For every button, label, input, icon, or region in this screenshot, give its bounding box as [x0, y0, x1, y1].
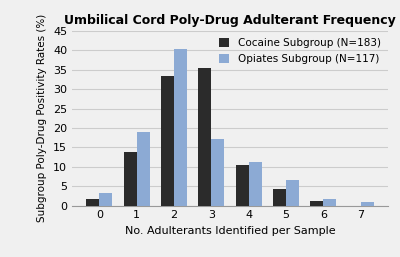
Bar — [86, 199, 100, 206]
Bar — [323, 199, 336, 206]
Bar — [236, 165, 249, 206]
X-axis label: No. Adulterants Identified per Sample: No. Adulterants Identified per Sample — [125, 226, 335, 236]
Bar — [310, 201, 323, 206]
Bar — [249, 162, 262, 206]
Bar — [273, 189, 286, 206]
Bar — [124, 152, 137, 206]
Bar — [174, 50, 187, 206]
Bar — [286, 180, 299, 206]
Bar — [360, 202, 374, 206]
Bar — [211, 139, 224, 206]
Bar — [137, 132, 150, 206]
Bar — [198, 68, 211, 206]
Title: Umbilical Cord Poly-Drug Adulterant Frequency: Umbilical Cord Poly-Drug Adulterant Freq… — [64, 14, 396, 27]
Legend: Cocaine Subgroup (N=183), Opiates Subgroup (N=117): Cocaine Subgroup (N=183), Opiates Subgro… — [215, 34, 385, 68]
Bar — [161, 76, 174, 206]
Y-axis label: Subgroup Poly-Drug Positivity Rates (%): Subgroup Poly-Drug Positivity Rates (%) — [38, 14, 48, 222]
Bar — [100, 193, 112, 206]
